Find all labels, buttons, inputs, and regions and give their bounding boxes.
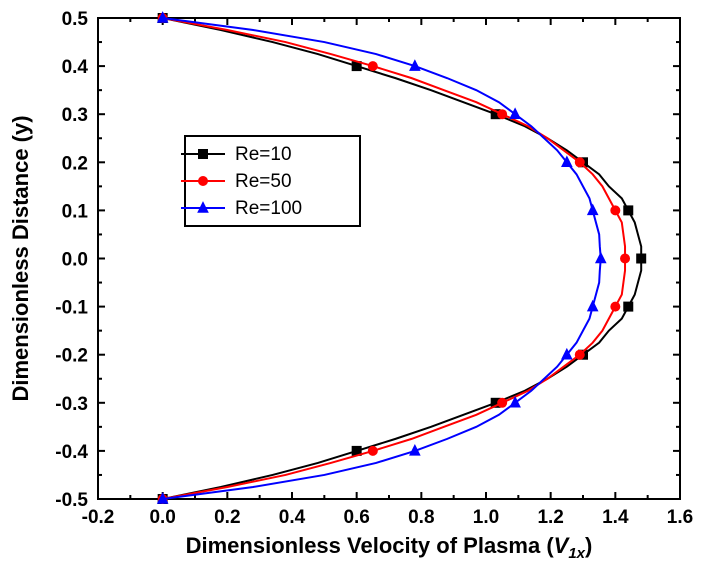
y-tick-label: 0.5 bbox=[62, 9, 89, 30]
x-tick-label: 0.4 bbox=[279, 507, 306, 528]
marker-circle bbox=[575, 158, 584, 167]
chart-svg: -0.2 0.0 0.2 0.4 0.6 0.8 1.0 1.2 1.4 1.6 -0.5 -0.4 -… bbox=[0, 0, 704, 573]
y-tick-label: -0.4 bbox=[55, 442, 88, 463]
x-tick-label: 1.6 bbox=[667, 507, 693, 528]
x-tick-label: 0.2 bbox=[214, 507, 240, 528]
marker-square bbox=[624, 302, 633, 311]
y-axis-title: Dimensionless Distance (y) bbox=[8, 115, 33, 401]
marker-square bbox=[624, 206, 633, 215]
marker-triangle bbox=[588, 205, 598, 215]
marker-circle bbox=[621, 254, 630, 263]
marker-circle bbox=[575, 350, 584, 359]
y-tick-label: 0.1 bbox=[62, 201, 89, 222]
legend-label: Re=50 bbox=[235, 171, 292, 192]
x-axis-title: Dimensionless Velocity of Plasma (V1x) bbox=[186, 533, 593, 562]
legend-label: Re=10 bbox=[235, 144, 292, 165]
x-tick-label: 1.0 bbox=[473, 507, 499, 528]
marker-circle bbox=[611, 302, 620, 311]
marker-circle bbox=[368, 446, 377, 455]
series-line bbox=[163, 18, 601, 499]
plot-border bbox=[98, 18, 680, 499]
marker-circle bbox=[498, 110, 507, 119]
marker-triangle bbox=[596, 253, 606, 263]
x-tick-label: 0.8 bbox=[408, 507, 434, 528]
series-2 bbox=[158, 12, 606, 503]
marker-circle bbox=[498, 398, 507, 407]
y-tick-label: 0.0 bbox=[62, 250, 88, 271]
x-tick-label: 0.0 bbox=[149, 507, 175, 528]
marker-circle bbox=[611, 206, 620, 215]
series-line bbox=[163, 18, 642, 499]
y-tick-label: -0.3 bbox=[55, 394, 88, 415]
y-tick-label: 0.4 bbox=[62, 57, 89, 78]
marker-triangle bbox=[588, 301, 598, 311]
legend-label: Re=100 bbox=[235, 198, 302, 219]
y-tick-label: -0.1 bbox=[55, 298, 88, 319]
x-tick-label: 1.4 bbox=[602, 507, 629, 528]
chart-container: -0.2 0.0 0.2 0.4 0.6 0.8 1.0 1.2 1.4 1.6 -0.5 -0.4 -… bbox=[0, 0, 704, 573]
marker-square bbox=[199, 150, 208, 159]
marker-circle bbox=[368, 62, 377, 71]
marker-circle bbox=[199, 177, 208, 186]
series-0 bbox=[158, 14, 646, 504]
x-tick-label: 0.6 bbox=[343, 507, 369, 528]
y-tick-label: 0.2 bbox=[62, 153, 88, 174]
y-tick-label: 0.3 bbox=[62, 105, 88, 126]
marker-square bbox=[637, 254, 646, 263]
x-tick-label: 1.2 bbox=[537, 507, 563, 528]
series-1 bbox=[158, 14, 629, 504]
y-tick-label: -0.2 bbox=[55, 346, 88, 367]
marker-triangle bbox=[510, 108, 520, 118]
series-line bbox=[163, 18, 625, 499]
y-tick-label: -0.5 bbox=[55, 490, 88, 511]
